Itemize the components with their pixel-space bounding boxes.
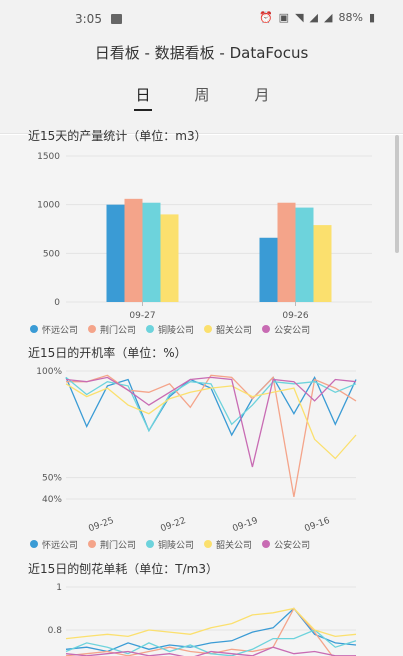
legend-dot-icon [146,540,155,548]
series-line [65,607,357,653]
series-line [66,374,357,498]
bar [142,202,161,302]
legend-item[interactable]: 公安公司 [262,322,310,336]
legend-dot-icon [204,540,213,548]
series-line [65,376,357,468]
bar [295,207,314,302]
y-tick-label: 40% [42,495,62,505]
tab-week[interactable]: 周 [187,84,217,105]
tab-day-label: 日 [135,86,151,104]
status-bar: 3:05 ⏰ ▣ ◥ ◢ ◢ 88% ▮ [0,0,403,38]
x-tick-label: 09-16 [303,516,331,533]
uptime-chart-title: 近15日的开机率（单位：%） [28,346,187,360]
legend-dot-icon [30,325,38,333]
legend-item[interactable]: 韶关公司 [204,537,252,551]
x-tick-label: 09-27 [129,311,155,321]
legend-dot-icon [88,325,97,333]
alarm-icon: ⏰ [258,11,273,24]
y-tick-label: 1 [56,583,62,593]
series-line [65,383,357,460]
bar [160,214,179,302]
x-tick-label: 09-26 [282,311,308,321]
y-tick-label: 0.8 [48,626,63,636]
x-tick-label: 09-19 [231,516,259,533]
y-tick-label: 1500 [37,152,60,162]
legend-label: 韶关公司 [216,325,253,336]
y-tick-label: 50% [42,474,62,484]
production-bar-chart: 0 500 1000 1500 09-27 09-26 [37,152,372,321]
legend-item[interactable]: 荆门公司 [88,537,136,551]
production-chart-title: 近15天的产量统计（单位：m3） [28,129,207,143]
legend-label: 怀远公司 [42,325,79,336]
bar [124,198,143,302]
bar [259,237,278,302]
battery-icon: ▮ [368,11,375,24]
legend-dot-icon [146,325,155,333]
legend-item[interactable]: 荆门公司 [88,322,136,336]
page-title: 日看板 - 数据看板 - DataFocus [94,44,309,62]
legend-item[interactable]: 铜陵公司 [146,322,194,336]
tab-month-label: 月 [254,86,270,104]
legend-dot-icon [204,325,213,333]
legend-label: 铜陵公司 [158,540,195,551]
legend-label: 荆门公司 [100,540,137,551]
tab-month[interactable]: 月 [247,84,277,105]
status-right: ⏰ ▣ ◥ ◢ ◢ 88% ▮ [259,11,375,24]
y-tick-label: 0 [54,298,60,308]
tab-day[interactable]: 日 [128,84,158,111]
legend-label: 荆门公司 [100,325,137,336]
legend-item[interactable]: 铜陵公司 [146,537,194,551]
legend-item[interactable]: 公安公司 [262,537,310,551]
legend-item[interactable]: 怀远公司 [30,322,78,336]
signal-4g-2-icon: ◢ [324,11,333,24]
y-tick-label: 500 [43,249,60,259]
tab-active-indicator [134,109,152,111]
period-tabs: 日 周 月 [0,84,403,116]
series-line [65,375,357,437]
legend-dot-icon [88,540,97,548]
scrollbar[interactable] [395,135,399,253]
legend-dot-icon [262,325,271,333]
series-line [65,629,357,656]
image-notification-icon [111,14,122,24]
y-tick-label: 1000 [37,201,60,211]
legend-label: 怀远公司 [42,540,79,551]
series-line [65,376,357,433]
bar [106,204,125,302]
legend-label: 铜陵公司 [158,325,195,336]
y-tick-label: 100% [36,367,62,377]
legend-dot-icon [262,540,271,548]
dashboard-content[interactable]: 近15天的产量统计（单位：m3） 0 500 1000 1500 09-27 09-26 … [0,129,403,656]
legend-label: 韶关公司 [216,540,253,551]
battery-percent: 88% [338,11,363,24]
series-line [65,646,356,656]
legend-item[interactable]: 韶关公司 [204,322,252,336]
bar [277,202,296,302]
bar [313,225,332,302]
production-legend: 怀远公司 荆门公司 铜陵公司 韶关公司 公安公司 [30,322,380,336]
uptime-line-chart: 100% 50% 40% 09-25 09-22 09-19 09-16 [36,367,357,533]
consumption-line-chart: 10.8 [48,583,357,656]
wifi-icon: ◥ [295,11,304,24]
legend-label: 公安公司 [274,540,311,551]
legend-label: 公安公司 [274,325,311,336]
legend-item[interactable]: 怀远公司 [30,537,78,551]
x-tick-label: 09-25 [87,516,115,533]
app-header: 日看板 - 数据看板 - DataFocus 日 周 月 [0,38,403,134]
series-line [65,607,357,640]
tab-week-label: 周 [194,86,210,104]
status-time: 3:05 [75,12,102,26]
uptime-legend: 怀远公司 荆门公司 铜陵公司 韶关公司 公安公司 [30,537,380,551]
signal-4g-icon: ◢ [309,11,319,24]
legend-dot-icon [30,540,38,548]
x-tick-label: 09-22 [159,516,187,533]
nfc-icon: ▣ [278,11,290,24]
consumption-chart-title: 近15日的刨花单耗（单位：T/m3） [28,562,218,576]
